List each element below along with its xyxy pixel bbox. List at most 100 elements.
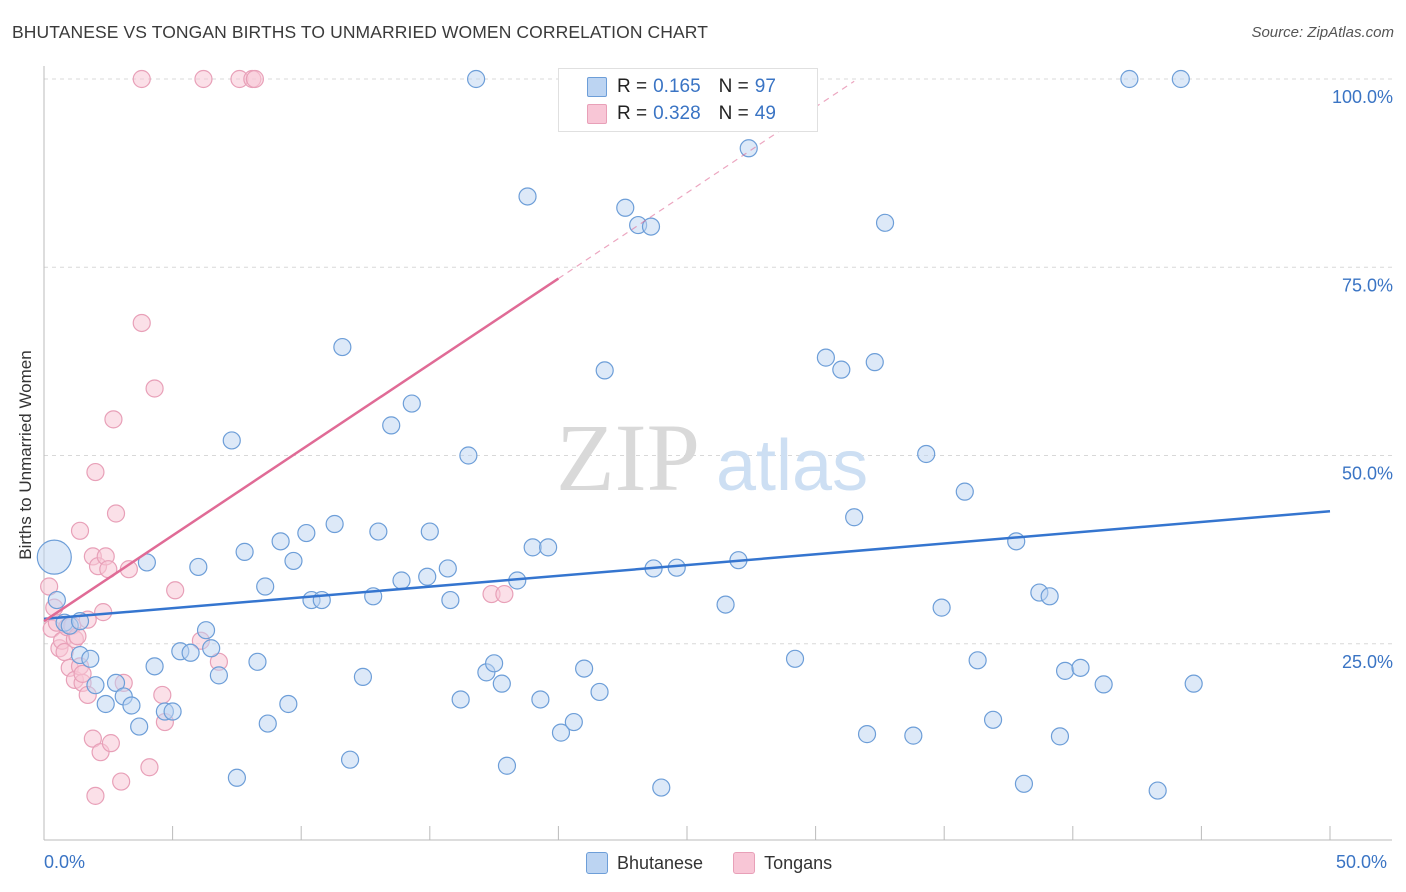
tongans-point: [145, 379, 164, 398]
x-tick-max: 50.0%: [1336, 852, 1388, 872]
bhutanese-point: [1120, 69, 1139, 89]
y-tick-label: 50.0%: [1342, 464, 1393, 484]
gridlines: [44, 78, 1392, 645]
trend-lines: [43, 80, 1331, 623]
r-label: R =: [617, 76, 648, 97]
tongans-point: [40, 577, 59, 596]
bhutanese-point: [983, 710, 1003, 729]
tongans-swatch: [587, 104, 607, 124]
bhutanese-point: [641, 217, 661, 236]
x-tick-min: 0.0%: [44, 852, 86, 872]
bhutanese-point: [590, 682, 609, 702]
r-label: R =: [617, 103, 648, 124]
bhutanese-point: [1055, 661, 1075, 680]
bhutanese-point: [145, 657, 164, 676]
bhutanese-point: [857, 725, 877, 744]
bhutanese-point: [716, 595, 735, 614]
y-axis-label-wrap: Births to Unmarried Women: [16, 330, 40, 580]
tongans-point: [83, 729, 102, 748]
tongans-point: [132, 313, 151, 333]
bhutanese-point: [485, 654, 504, 673]
bhutanese-point: [402, 394, 421, 413]
bhutanese-point: [297, 523, 316, 543]
y-tick-label: 100.0%: [1332, 87, 1393, 107]
tongans-point: [153, 685, 172, 705]
bhutanese-point: [284, 551, 303, 571]
bhutanese-point: [652, 778, 671, 797]
y-axis-label: Births to Unmarried Women: [16, 350, 35, 560]
bhutanese-point: [86, 676, 105, 695]
watermark-zip: ZIP: [556, 404, 700, 511]
bhutanese-point: [616, 198, 635, 217]
bhutanese-point: [451, 690, 470, 709]
tongans-point: [245, 69, 265, 89]
bhutanese-point: [1071, 658, 1090, 677]
bhutanese-point: [564, 712, 583, 732]
bhutanese-point: [36, 539, 72, 575]
bhutanese-point: [875, 213, 895, 232]
bhutanese-point: [196, 621, 216, 640]
tongans-point: [86, 462, 105, 482]
correlation-legend: R = 0.165 N = 97 R = 0.328 N = 49: [558, 68, 818, 132]
n-value-tongans: 49: [754, 103, 776, 124]
tongans-point: [104, 410, 123, 429]
tongans-trend-line: [43, 277, 560, 623]
bhutanese-point: [222, 431, 241, 450]
bhutanese-point: [1148, 781, 1167, 800]
bhutanese-point: [497, 756, 517, 775]
tongans-points: [40, 69, 514, 805]
bhutanese-point: [739, 139, 758, 158]
bhutanese-swatch: [587, 77, 607, 97]
chart-title: BHUTANESE VS TONGAN BIRTHS TO UNMARRIED …: [12, 22, 709, 42]
watermark: ZIP atlas: [556, 404, 868, 511]
bhutanese-point: [420, 522, 439, 541]
bhutanese-points: [36, 69, 1203, 800]
bhutanese-point: [575, 659, 594, 678]
bhutanese-point: [353, 667, 373, 686]
tongans-point: [106, 504, 126, 523]
legend-row-tongans: R = 0.328 N = 49: [587, 101, 776, 127]
y-tick-label: 75.0%: [1342, 275, 1393, 295]
series-legend: Bhutanese Tongans: [586, 852, 862, 874]
bhutanese-point: [181, 643, 200, 662]
tongans-point: [86, 786, 105, 805]
tongans-point: [495, 584, 514, 604]
bhutanese-point: [492, 674, 511, 693]
bhutanese-point: [418, 567, 437, 586]
bhutanese-point: [340, 750, 360, 769]
source-label: Source: ZipAtlas.com: [1251, 24, 1394, 41]
bhutanese-point: [1040, 587, 1059, 606]
legend-item-bhutanese[interactable]: Bhutanese: [586, 852, 703, 874]
bhutanese-point: [81, 649, 100, 668]
bhutanese-point: [235, 542, 254, 561]
bhutanese-point: [1050, 727, 1070, 746]
tongans-point: [94, 603, 113, 622]
tongans-legend-swatch: [733, 852, 756, 874]
tongans-trend-extension: [558, 80, 855, 280]
tongans-point: [73, 664, 92, 683]
bhutanese-point: [832, 360, 851, 379]
bhutanese-point: [1171, 69, 1190, 89]
bhutanese-point: [539, 538, 558, 557]
bhutanese-point: [1007, 532, 1026, 551]
bhutanese-point: [438, 559, 457, 578]
bhutanese-legend-swatch: [586, 852, 608, 874]
r-value-bhutanese: 0.165: [653, 76, 701, 97]
y-tick-labels: 25.0% 50.0% 75.0% 100.0%: [1332, 87, 1393, 672]
bhutanese-point: [333, 337, 352, 357]
bhutanese-point: [441, 590, 460, 610]
n-label: N =: [718, 76, 749, 97]
bhutanese-point: [917, 444, 936, 464]
bhutanese-point: [845, 508, 864, 527]
bhutanese-point: [816, 348, 835, 367]
tongans-point: [194, 69, 213, 89]
bhutanese-point: [258, 714, 277, 733]
tongans-point: [112, 772, 131, 791]
legend-item-tongans[interactable]: Tongans: [733, 852, 832, 874]
legend-label-bhutanese: Bhutanese: [617, 852, 704, 873]
bhutanese-point: [122, 696, 141, 715]
bhutanese-point: [47, 590, 66, 610]
y-tick-label: 25.0%: [1342, 652, 1393, 672]
bhutanese-point: [163, 702, 182, 721]
